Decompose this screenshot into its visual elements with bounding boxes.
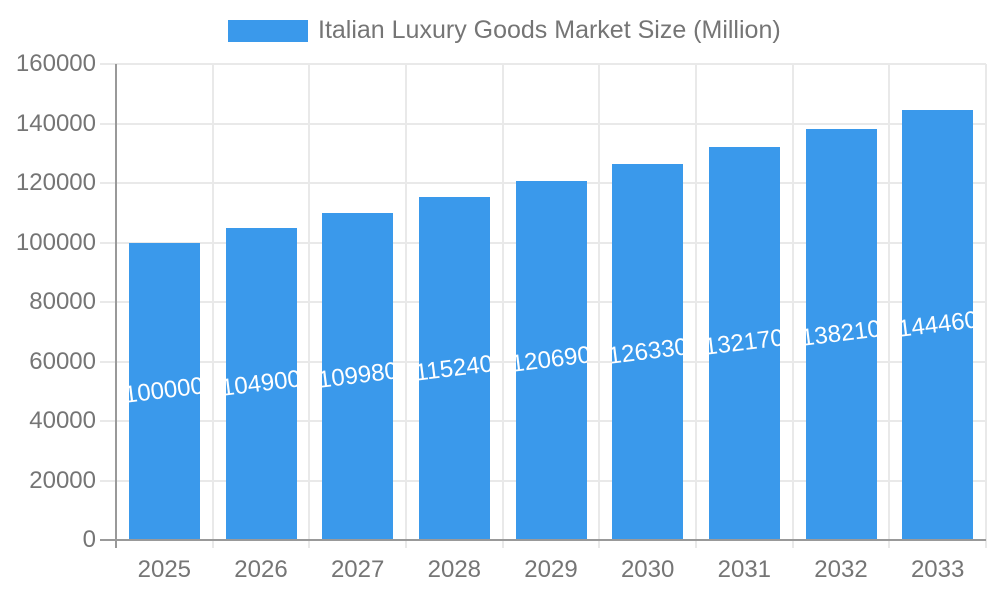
y-tick-label: 160000 [15, 50, 96, 77]
bar-value-label: 120690 [515, 341, 587, 379]
y-tick-label: 60000 [29, 347, 96, 375]
legend-label: Italian Luxury Goods Market Size (Millio… [318, 16, 781, 44]
x-tick-label: 2033 [910, 556, 965, 583]
gridline-vertical [405, 64, 407, 548]
x-axis-line [100, 539, 986, 541]
gridline-vertical [501, 64, 504, 548]
x-tick-label: 2030 [620, 556, 675, 583]
gridline-vertical [308, 64, 311, 548]
y-tick-label: 80000 [29, 288, 96, 315]
x-tick-label: 2031 [717, 556, 772, 583]
y-tick-label: 0 [82, 526, 96, 553]
x-tick-label: 2028 [427, 556, 482, 583]
gridline-vertical [211, 64, 214, 548]
plot-area: 100000 104900 109980 115240 120690 126330 1321… [100, 63, 987, 548]
x-tick-label: 2029 [524, 556, 578, 583]
x-tick-label: 2026 [234, 556, 288, 583]
x-tick-label: 2032 [814, 556, 868, 583]
gridline-vertical [598, 64, 601, 548]
bar[interactable]: 100000 [128, 242, 200, 540]
legend-swatch [228, 19, 308, 42]
x-tick-label: 2027 [330, 556, 385, 583]
bar[interactable]: 132170 [708, 146, 780, 540]
bar-value-label: 100000 [128, 372, 200, 410]
bar[interactable]: 115240 [418, 197, 490, 540]
bar-value-label: 104900 [225, 365, 297, 402]
bar-value-label: 126330 [612, 333, 684, 370]
legend-item[interactable]: Italian Luxury Goods Market Size (Millio… [228, 16, 781, 45]
gridline-horizontal [100, 63, 986, 65]
gridline-horizontal [100, 122, 986, 125]
gridline-vertical [695, 64, 697, 548]
gridline-vertical [791, 64, 794, 548]
bar[interactable]: 120690 [515, 180, 587, 540]
bar[interactable]: 126330 [612, 164, 684, 540]
gridline-vertical [888, 64, 891, 548]
y-tick-label: 100000 [15, 228, 96, 256]
y-tick-label: 120000 [15, 169, 96, 196]
y-axis-line [115, 64, 117, 548]
y-tick-label: 40000 [29, 407, 96, 434]
bar-value-label: 144460 [902, 306, 974, 343]
gridline-vertical [985, 64, 987, 548]
y-tick-label: 20000 [29, 466, 96, 494]
bar-value-label: 109980 [322, 357, 394, 395]
bar-value-label: 138210 [805, 315, 877, 353]
bar[interactable]: 104900 [225, 227, 297, 540]
bar[interactable]: 144460 [902, 110, 974, 540]
y-tick-label: 140000 [15, 109, 96, 137]
bar[interactable]: 138210 [805, 128, 877, 540]
x-tick-label: 2025 [137, 556, 192, 583]
bar[interactable]: 109980 [322, 212, 394, 540]
bar-value-label: 115240 [418, 349, 490, 387]
bar-value-label: 132170 [708, 324, 780, 362]
